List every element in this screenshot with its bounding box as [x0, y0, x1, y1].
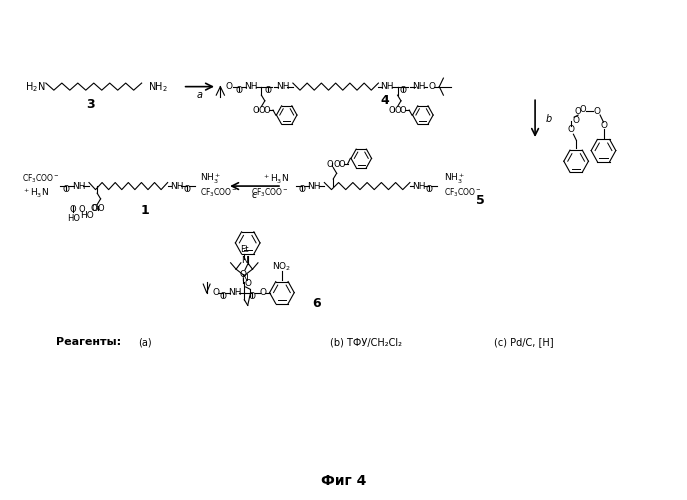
Text: O: O	[239, 270, 247, 278]
Text: N: N	[241, 256, 247, 265]
Text: NH: NH	[170, 182, 183, 190]
Text: N: N	[241, 274, 247, 283]
Text: NH: NH	[307, 182, 321, 190]
Text: O: O	[389, 106, 396, 114]
Text: O: O	[63, 185, 70, 194]
Text: O: O	[573, 116, 580, 125]
Text: O: O	[258, 106, 264, 114]
Text: NH: NH	[228, 288, 241, 297]
Text: O: O	[333, 160, 340, 168]
Text: O: O	[226, 82, 233, 91]
Text: O: O	[425, 185, 433, 194]
Text: CF$_3$COO$^-$: CF$_3$COO$^-$	[22, 172, 60, 185]
Text: (a): (a)	[138, 338, 152, 347]
Text: O: O	[244, 279, 251, 288]
Text: O: O	[92, 204, 98, 212]
Text: 6: 6	[312, 297, 320, 310]
Text: HO: HO	[67, 214, 80, 222]
Text: O: O	[264, 106, 270, 114]
Text: O: O	[400, 106, 406, 114]
Text: O: O	[259, 288, 267, 297]
Text: H$_2$N: H$_2$N	[25, 80, 46, 94]
Text: b: b	[545, 114, 552, 124]
Text: HO: HO	[80, 212, 93, 220]
Text: O: O	[568, 126, 575, 134]
Text: O: O	[264, 86, 272, 95]
Text: NH: NH	[412, 182, 425, 190]
Text: NH$_2$: NH$_2$	[148, 80, 168, 94]
Text: O: O	[593, 107, 600, 116]
Text: NO$_2$: NO$_2$	[272, 261, 291, 274]
Text: $^+$H$_3$N: $^+$H$_3$N	[22, 186, 49, 200]
Text: Фиг 4: Фиг 4	[321, 474, 366, 488]
Text: O: O	[428, 82, 436, 91]
Text: O: O	[299, 185, 306, 194]
Text: NH$_3^+$: NH$_3^+$	[201, 172, 221, 186]
Text: O: O	[326, 160, 333, 168]
Text: NH: NH	[276, 82, 289, 91]
Text: Et: Et	[240, 246, 249, 254]
Text: O: O	[253, 106, 259, 114]
Text: O: O	[220, 292, 227, 301]
Text: O: O	[249, 292, 256, 301]
Text: O: O	[91, 204, 97, 212]
Text: O: O	[98, 204, 104, 212]
Text: (c) Pd/C, [H]: (c) Pd/C, [H]	[494, 338, 554, 347]
Text: O: O	[600, 121, 607, 130]
Text: O: O	[575, 107, 581, 116]
Text: O: O	[70, 205, 76, 214]
Text: c: c	[252, 190, 257, 200]
Text: O: O	[339, 160, 346, 168]
Text: O: O	[183, 185, 190, 194]
Text: O: O	[400, 86, 407, 95]
Text: NH: NH	[412, 82, 425, 91]
Text: NH$_3^+$: NH$_3^+$	[444, 172, 465, 186]
Text: NH: NH	[381, 82, 394, 91]
Text: O: O	[79, 205, 85, 214]
Text: O: O	[212, 288, 219, 297]
Text: 1: 1	[141, 204, 150, 218]
Text: CF$_3$COO$^-$: CF$_3$COO$^-$	[251, 187, 289, 200]
Text: O: O	[394, 106, 401, 114]
Text: $^+$H$_3$N: $^+$H$_3$N	[262, 172, 289, 186]
Text: CF$_3$COO$^-$: CF$_3$COO$^-$	[201, 187, 238, 200]
Text: 5: 5	[476, 194, 485, 207]
Text: Реагенты:: Реагенты:	[56, 338, 121, 347]
Text: O: O	[580, 105, 586, 114]
Text: 4: 4	[380, 94, 389, 108]
Text: a: a	[196, 90, 203, 100]
Text: 3: 3	[86, 98, 95, 111]
Text: CF$_3$COO$^-$: CF$_3$COO$^-$	[444, 187, 482, 200]
Text: (b) ТФУ/CH₂Cl₂: (b) ТФУ/CH₂Cl₂	[330, 338, 402, 347]
Text: NH: NH	[245, 82, 258, 91]
Text: NH: NH	[72, 182, 85, 190]
Text: O: O	[236, 86, 243, 95]
